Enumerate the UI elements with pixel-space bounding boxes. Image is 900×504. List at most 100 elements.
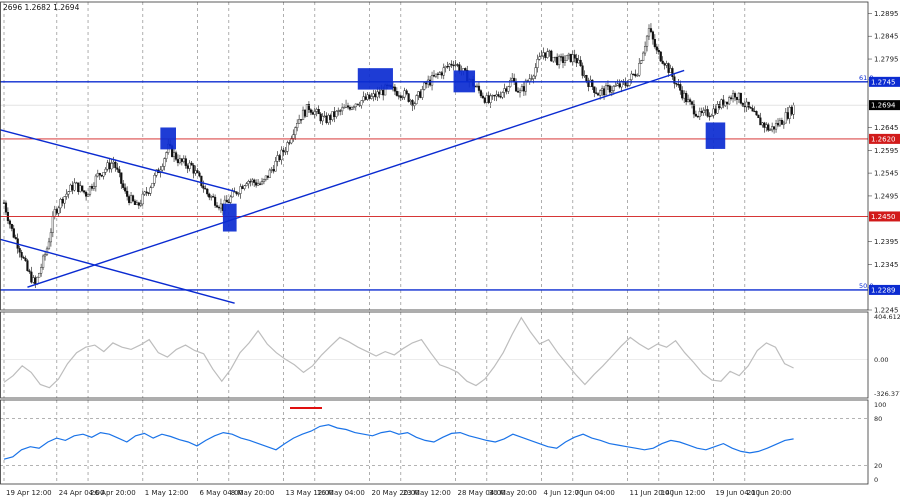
- candle-body: [180, 158, 183, 162]
- candle-body: [8, 220, 11, 225]
- candle-body: [444, 66, 447, 68]
- candle-body: [614, 85, 617, 87]
- candle-body: [645, 35, 649, 47]
- candle-body: [743, 105, 746, 108]
- price-axis[interactable]: 1.2895 1.2845 1.2795 1.2645 1.2595 1.2545 1.24…: [868, 10, 899, 315]
- candle-body: [372, 93, 375, 97]
- candle-body: [671, 68, 674, 77]
- candle-body: [559, 56, 563, 58]
- signal-marker[interactable]: [160, 127, 176, 150]
- candle-body: [745, 101, 748, 108]
- candle-body: [10, 223, 13, 229]
- y-tick-label: 1.2395: [874, 238, 899, 246]
- candle-body: [714, 108, 717, 114]
- candle-body: [647, 28, 651, 37]
- candle-body: [538, 56, 541, 60]
- candle-body: [126, 190, 129, 197]
- candle-body: [565, 55, 569, 61]
- candle-body: [151, 182, 154, 188]
- candle-body: [593, 86, 596, 93]
- candle-body: [262, 178, 266, 182]
- candle-body: [628, 79, 631, 86]
- candle-body: [276, 155, 279, 162]
- candle-body: [673, 76, 676, 84]
- trend-line[interactable]: [0, 129, 235, 193]
- candle-body: [102, 172, 105, 177]
- candle-body: [542, 52, 545, 57]
- candle-body: [239, 186, 242, 194]
- candle-body: [18, 248, 21, 253]
- y-tick-label: 1.2495: [874, 192, 899, 200]
- candle-body: [131, 195, 135, 202]
- candle-body: [653, 39, 656, 48]
- candle-body: [270, 169, 273, 171]
- candle-body: [315, 109, 318, 112]
- signal-marker[interactable]: [357, 68, 393, 90]
- x-tick-label: 24 Apr 04:00: [59, 489, 105, 497]
- candle-body: [475, 85, 479, 88]
- indicator-2-pane[interactable]: 100 80 20 0: [0, 401, 886, 484]
- candle-body: [708, 115, 711, 118]
- candle-body: [188, 162, 191, 169]
- candle-body: [77, 182, 80, 192]
- candle-body: [127, 196, 131, 203]
- candle-body: [341, 107, 344, 112]
- candle-body: [540, 55, 543, 57]
- candle-body: [176, 159, 180, 164]
- candle-body: [649, 28, 653, 32]
- candle-body: [718, 104, 721, 109]
- trend-lines[interactable]: [0, 69, 685, 304]
- candle-body: [479, 90, 483, 97]
- candle-body: [501, 92, 504, 98]
- candle-body: [53, 209, 56, 217]
- candle-body: [485, 95, 488, 103]
- candle-body: [364, 96, 367, 100]
- candle-body: [685, 93, 688, 103]
- candle-body: [323, 115, 326, 117]
- candle-body: [778, 119, 782, 126]
- x-tick-label: 7 Jun 04:00: [575, 489, 615, 497]
- pane-border: [0, 1, 869, 311]
- candle-body: [380, 89, 383, 95]
- trend-line[interactable]: [27, 69, 685, 288]
- candle-body: [14, 237, 17, 239]
- candle-body: [442, 67, 445, 76]
- candle-body: [415, 95, 418, 105]
- candle-body: [321, 116, 324, 122]
- candle-body: [503, 88, 506, 93]
- trend-line[interactable]: [0, 238, 235, 304]
- indicator-1-pane[interactable]: 404.6122 0.00 -326.377: [0, 313, 900, 398]
- candle-body: [292, 134, 295, 139]
- candle-body: [194, 170, 197, 174]
- candle-body: [577, 59, 580, 64]
- x-tick-label: 1 May 12:00: [145, 489, 189, 497]
- candle-body: [303, 109, 307, 117]
- x-tick-label: 23 May 12:00: [403, 489, 451, 497]
- candle-body: [626, 85, 629, 87]
- candle-body: [143, 191, 146, 195]
- signal-markers[interactable]: [160, 68, 726, 232]
- candle-body: [24, 257, 27, 261]
- candle-body: [487, 95, 490, 103]
- candle-body: [120, 172, 123, 184]
- signal-marker[interactable]: [453, 70, 476, 93]
- signal-marker[interactable]: [705, 122, 726, 149]
- candle-body: [98, 173, 101, 176]
- candle-body: [90, 186, 94, 189]
- candle-body: [552, 57, 555, 62]
- candle-body: [317, 109, 320, 115]
- candle-body: [692, 104, 696, 115]
- candle-body: [298, 119, 301, 124]
- candle-body: [192, 164, 195, 174]
- candle-body: [573, 54, 576, 59]
- candle-body: [657, 49, 660, 53]
- indicator-tick-label: 100: [874, 401, 886, 409]
- candle-body: [757, 114, 760, 119]
- candle-body: [782, 122, 785, 125]
- signal-marker[interactable]: [222, 203, 237, 232]
